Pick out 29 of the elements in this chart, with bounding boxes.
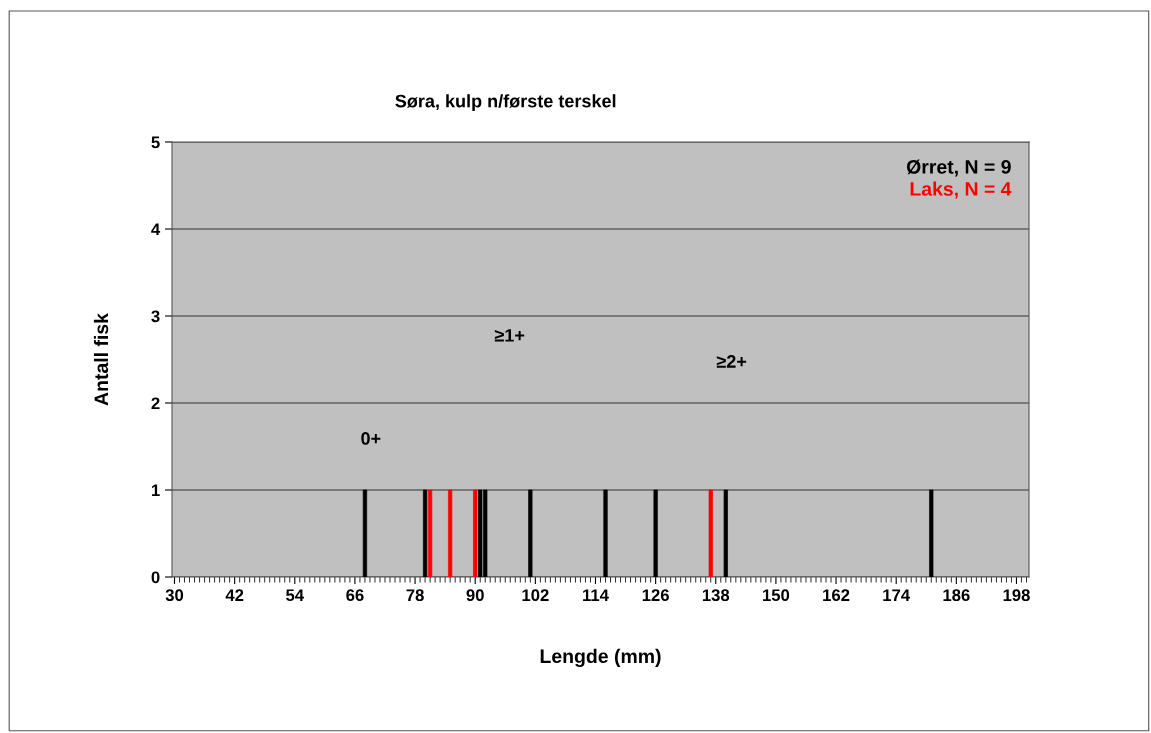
- x-tick-label: 30: [165, 589, 184, 602]
- x-tick-label: 42: [225, 589, 244, 601]
- x-tick-label: 186: [943, 589, 970, 602]
- x-tick-label: 66: [346, 589, 364, 602]
- y-tick-label: 3: [151, 310, 160, 323]
- y-tick-label: 0: [151, 571, 160, 584]
- y-tick-label: 5: [151, 136, 160, 149]
- x-tick-label: 54: [286, 589, 304, 602]
- annotation: 0+: [361, 432, 381, 445]
- y-tick-label: 1: [151, 484, 160, 497]
- x-tick-label: 114: [583, 589, 609, 601]
- chart-title: Søra, kulp n/første terskel: [395, 94, 616, 112]
- x-tick-label: 102: [522, 589, 549, 602]
- x-tick-label: 150: [763, 589, 790, 602]
- x-tick-label: 78: [406, 589, 424, 602]
- y-tick-label: 2: [151, 397, 160, 410]
- text: Laks, N = 4: [910, 181, 1012, 199]
- x-tick-label: 126: [642, 589, 669, 602]
- y-axis-title: Antall fisk: [93, 313, 109, 406]
- annotation: ≥1+: [494, 329, 525, 342]
- y-tick-label: 4: [151, 223, 161, 236]
- x-tick-label: 138: [702, 589, 730, 602]
- text: Ørret, N = 9: [906, 159, 1011, 177]
- x-tick-label: 198: [1003, 589, 1030, 602]
- x-tick-label: 162: [823, 589, 850, 602]
- x-tick-label: 174: [883, 589, 911, 601]
- x-axis-title: Lengde (mm): [540, 648, 661, 667]
- x-tick-label: 90: [466, 589, 484, 602]
- annotation: ≥2+: [716, 355, 747, 368]
